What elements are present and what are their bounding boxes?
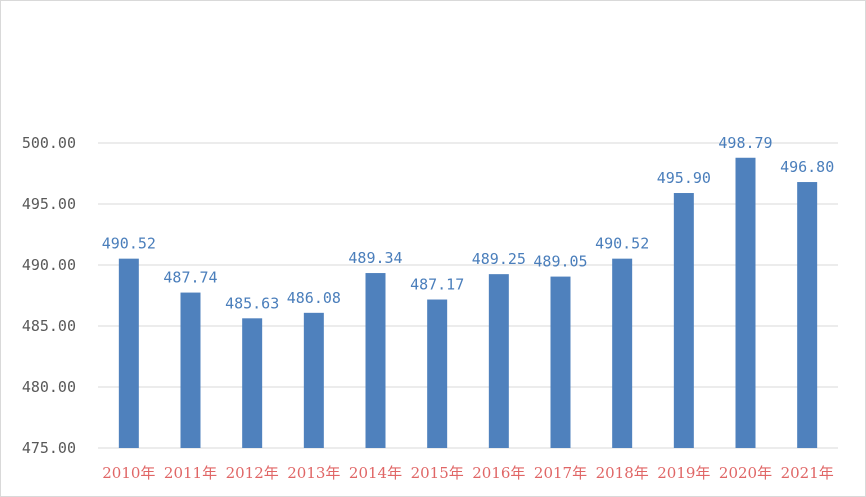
data-label: 487.74 (163, 269, 217, 287)
y-tick-label: 480.00 (22, 378, 76, 396)
x-category-label: 2016年 (472, 464, 525, 482)
y-tick-label: 490.00 (22, 256, 76, 274)
x-category-label: 2021年 (781, 464, 834, 482)
data-label: 496.80 (780, 158, 834, 176)
y-tick-label: 475.00 (22, 439, 76, 457)
bar (242, 318, 263, 448)
x-category-label: 2011年 (164, 464, 217, 482)
x-category-label: 2020年 (719, 464, 772, 482)
bar (365, 273, 386, 448)
x-category-label: 2018年 (596, 464, 649, 482)
y-tick-label: 485.00 (22, 317, 76, 335)
x-category-label: 2017年 (534, 464, 587, 482)
x-category-label: 2019年 (657, 464, 710, 482)
bar (797, 182, 818, 449)
x-category-label: 2012年 (226, 464, 279, 482)
data-label: 489.34 (348, 249, 402, 267)
bar (303, 312, 324, 448)
data-label: 495.90 (657, 169, 711, 187)
bar (612, 258, 633, 448)
x-category-label: 2015年 (411, 464, 464, 482)
x-category-label: 2013年 (287, 464, 340, 482)
y-tick-label: 495.00 (22, 195, 76, 213)
data-label: 498.79 (718, 134, 772, 152)
x-category-label: 2010年 (102, 464, 155, 482)
data-label: 490.52 (102, 235, 156, 253)
bar (180, 292, 201, 448)
data-label: 490.52 (595, 235, 649, 253)
data-label: 487.17 (410, 276, 464, 294)
data-label: 489.05 (533, 253, 587, 271)
x-category-label: 2014年 (349, 464, 402, 482)
data-label: 485.63 (225, 294, 279, 312)
bar (673, 193, 694, 448)
bar (118, 258, 139, 448)
bar (550, 276, 571, 448)
data-label: 489.25 (472, 250, 526, 268)
data-label: 486.08 (287, 289, 341, 307)
y-tick-label: 500.00 (22, 134, 76, 152)
bar (488, 274, 509, 448)
bar (735, 157, 756, 448)
bar (427, 299, 448, 448)
